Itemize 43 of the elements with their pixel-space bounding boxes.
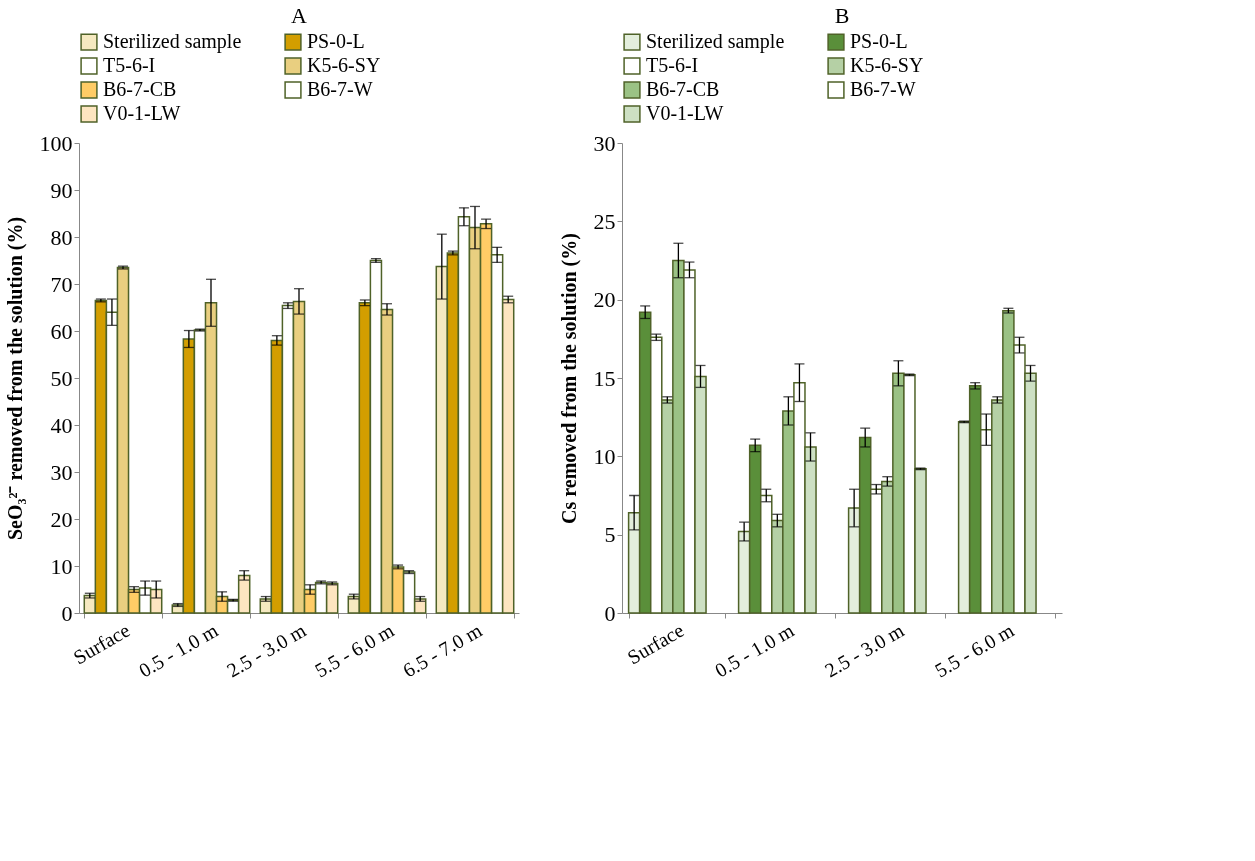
legend-label: K5-6-SY: [307, 54, 381, 76]
y-axis-title: SeO₃²⁻ removed from the solution (%): [3, 216, 27, 541]
y-axis-title: Cs removed from the solution (%): [557, 233, 581, 524]
x-tick-label: 0.5 - 1.0 m: [134, 618, 222, 682]
y-tick-label: 0: [61, 600, 73, 626]
y-tick-label: 100: [39, 130, 73, 156]
y-tick-label: 40: [50, 412, 73, 438]
y-tick-label: 0: [604, 600, 616, 626]
legend-label: B6-7-W: [850, 78, 916, 100]
y-tick-label: 15: [593, 365, 616, 391]
y-tick-label: 30: [593, 130, 616, 156]
y-tick-label: 60: [50, 318, 73, 344]
legend-label: B6-7-CB: [103, 78, 177, 100]
y-tick-label: 20: [50, 506, 73, 532]
chart-title: B: [834, 3, 850, 28]
y-tick-label: 10: [593, 443, 616, 469]
y-tick-label: 30: [50, 459, 73, 485]
legend-label: Sterilized sample: [103, 30, 242, 54]
legend-label: V0-1-LW: [646, 102, 724, 124]
y-tick-label: 25: [593, 208, 616, 234]
y-tick-label: 90: [50, 177, 73, 203]
y-tick-label: 50: [50, 365, 73, 391]
legend-label: T5-6-I: [103, 54, 156, 76]
legend-label: PS-0-L: [850, 30, 908, 53]
legend-label: Sterilized sample: [646, 30, 785, 54]
x-tick-label: 2.5 - 3.0 m: [222, 618, 310, 682]
chart-title: A: [291, 3, 308, 28]
x-tick-label: 6.5 - 7.0 m: [398, 618, 486, 682]
x-tick-label: 2.5 - 3.0 m: [820, 618, 908, 682]
legend-label: B6-7-W: [307, 78, 373, 100]
legend-label: K5-6-SY: [850, 54, 924, 76]
legend-label: T5-6-I: [646, 54, 699, 76]
legend-label: B6-7-CB: [646, 78, 720, 100]
legend-label: V0-1-LW: [103, 102, 181, 124]
legend-label: PS-0-L: [307, 30, 365, 53]
y-tick-label: 10: [50, 553, 73, 579]
x-tick-label: 0.5 - 1.0 m: [710, 618, 798, 682]
y-tick-label: 5: [604, 522, 616, 548]
y-tick-label: 80: [50, 224, 73, 250]
x-tick-label: 5.5 - 6.0 m: [310, 618, 398, 682]
y-tick-label: 20: [593, 287, 616, 313]
y-tick-label: 70: [50, 271, 73, 297]
x-tick-label: 5.5 - 6.0 m: [930, 618, 1018, 682]
